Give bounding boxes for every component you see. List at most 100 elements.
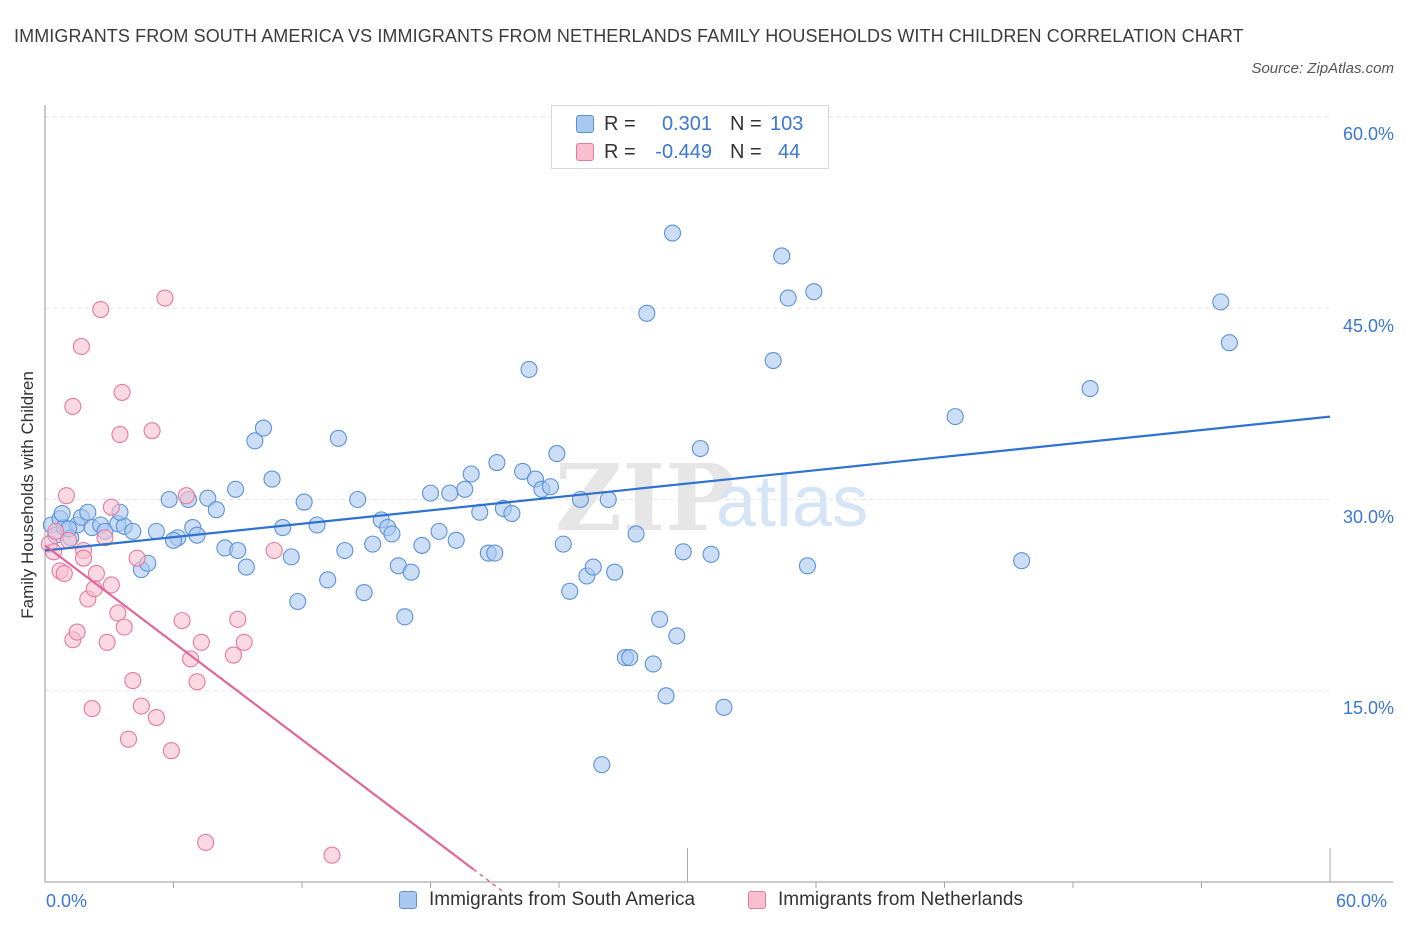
series-south-america <box>42 224 1238 774</box>
data-point <box>254 419 273 437</box>
data-point <box>668 627 686 645</box>
data-point <box>1013 552 1031 570</box>
chart-title: IMMIGRANTS FROM SOUTH AMERICA VS IMMIGRA… <box>14 26 1244 46</box>
data-point <box>541 478 559 496</box>
data-point <box>627 525 645 543</box>
data-point <box>182 650 200 668</box>
data-point <box>621 649 639 667</box>
legend-n-label: N = <box>730 112 762 135</box>
data-point <box>946 408 964 426</box>
data-point <box>456 480 474 498</box>
data-point <box>447 531 465 549</box>
legend-swatch-blue <box>399 891 417 909</box>
data-point <box>75 549 93 567</box>
data-point <box>246 432 264 450</box>
data-point <box>319 571 337 589</box>
data-point <box>192 633 210 651</box>
data-point <box>421 484 440 502</box>
data-point <box>503 504 521 523</box>
data-point <box>1212 293 1230 311</box>
data-point <box>548 445 566 463</box>
data-point <box>60 531 78 549</box>
data-point <box>663 224 682 242</box>
legend-swatch-blue <box>576 115 594 133</box>
legend-n-label: N = <box>730 140 762 163</box>
data-point <box>83 700 101 718</box>
data-point <box>773 247 791 265</box>
x-tick-label-min: 0.0% <box>46 891 88 911</box>
data-point <box>197 833 215 852</box>
data-point <box>349 490 367 509</box>
stats-legend: R = 0.301 N = 103 R = -0.449 N = 44 <box>551 105 829 169</box>
data-point <box>1081 380 1099 398</box>
legend-row-netherlands: R = -0.449 N = 44 <box>576 139 816 165</box>
data-point <box>227 480 245 498</box>
data-point <box>584 558 602 576</box>
legend-n-value: 103 <box>770 112 804 135</box>
data-point <box>177 487 195 505</box>
data-point <box>124 671 142 690</box>
source-credit: Source: ZipAtlas.com <box>1251 60 1394 77</box>
data-point <box>235 633 253 651</box>
data-point <box>274 518 292 537</box>
trend-line-south-america <box>44 415 1331 552</box>
data-point <box>329 429 347 447</box>
data-point <box>156 289 174 307</box>
trend-lines <box>44 415 1331 895</box>
data-point <box>79 503 97 521</box>
data-point <box>147 522 165 540</box>
data-point <box>638 304 656 322</box>
legend-r-value: -0.449 <box>655 140 712 163</box>
legend-item-south-america[interactable]: Immigrants from South America <box>399 889 695 911</box>
data-point <box>805 283 823 301</box>
legend-item-netherlands[interactable]: Immigrants from Netherlands <box>748 889 1023 911</box>
data-point <box>413 536 431 554</box>
data-point <box>102 576 120 594</box>
legend-label: Immigrants from South America <box>429 889 696 910</box>
data-point <box>68 623 86 641</box>
data-point <box>644 655 662 673</box>
data-point <box>124 522 142 540</box>
data-point <box>96 529 114 547</box>
data-point <box>295 493 313 511</box>
data-point <box>115 618 133 636</box>
data-point <box>441 484 459 502</box>
legend-swatch-pink <box>748 891 766 909</box>
data-point <box>355 584 373 602</box>
data-point <box>593 756 611 774</box>
data-point <box>402 563 420 581</box>
data-point <box>224 646 243 664</box>
legend-r-label: R = <box>604 140 636 163</box>
data-point <box>265 541 283 560</box>
series-legend: Immigrants from South America Immigrants… <box>0 889 1406 915</box>
data-point <box>514 462 532 481</box>
data-point <box>229 541 247 560</box>
data-point <box>160 490 178 509</box>
data-point <box>364 535 382 553</box>
data-point <box>87 564 105 583</box>
data-point <box>199 489 217 507</box>
series-netherlands <box>40 289 341 864</box>
data-point <box>599 490 617 509</box>
data-point <box>111 425 129 444</box>
data-point <box>147 708 165 727</box>
data-point <box>47 522 65 540</box>
data-point <box>798 557 816 575</box>
data-point <box>323 846 341 864</box>
data-point <box>64 397 82 415</box>
data-point <box>764 351 782 370</box>
data-point <box>336 541 354 560</box>
data-point <box>561 582 579 600</box>
data-point <box>98 633 116 651</box>
y-tick-label: 15.0% <box>1342 698 1394 718</box>
data-point <box>282 548 300 566</box>
data-point <box>113 383 131 401</box>
data-point <box>430 522 448 540</box>
gridlines <box>45 116 1330 692</box>
data-point <box>143 422 161 440</box>
data-point <box>188 673 206 691</box>
data-point <box>229 610 247 628</box>
watermark-atlas: atlas <box>716 462 868 542</box>
axes <box>44 105 1393 888</box>
data-point <box>691 439 709 458</box>
